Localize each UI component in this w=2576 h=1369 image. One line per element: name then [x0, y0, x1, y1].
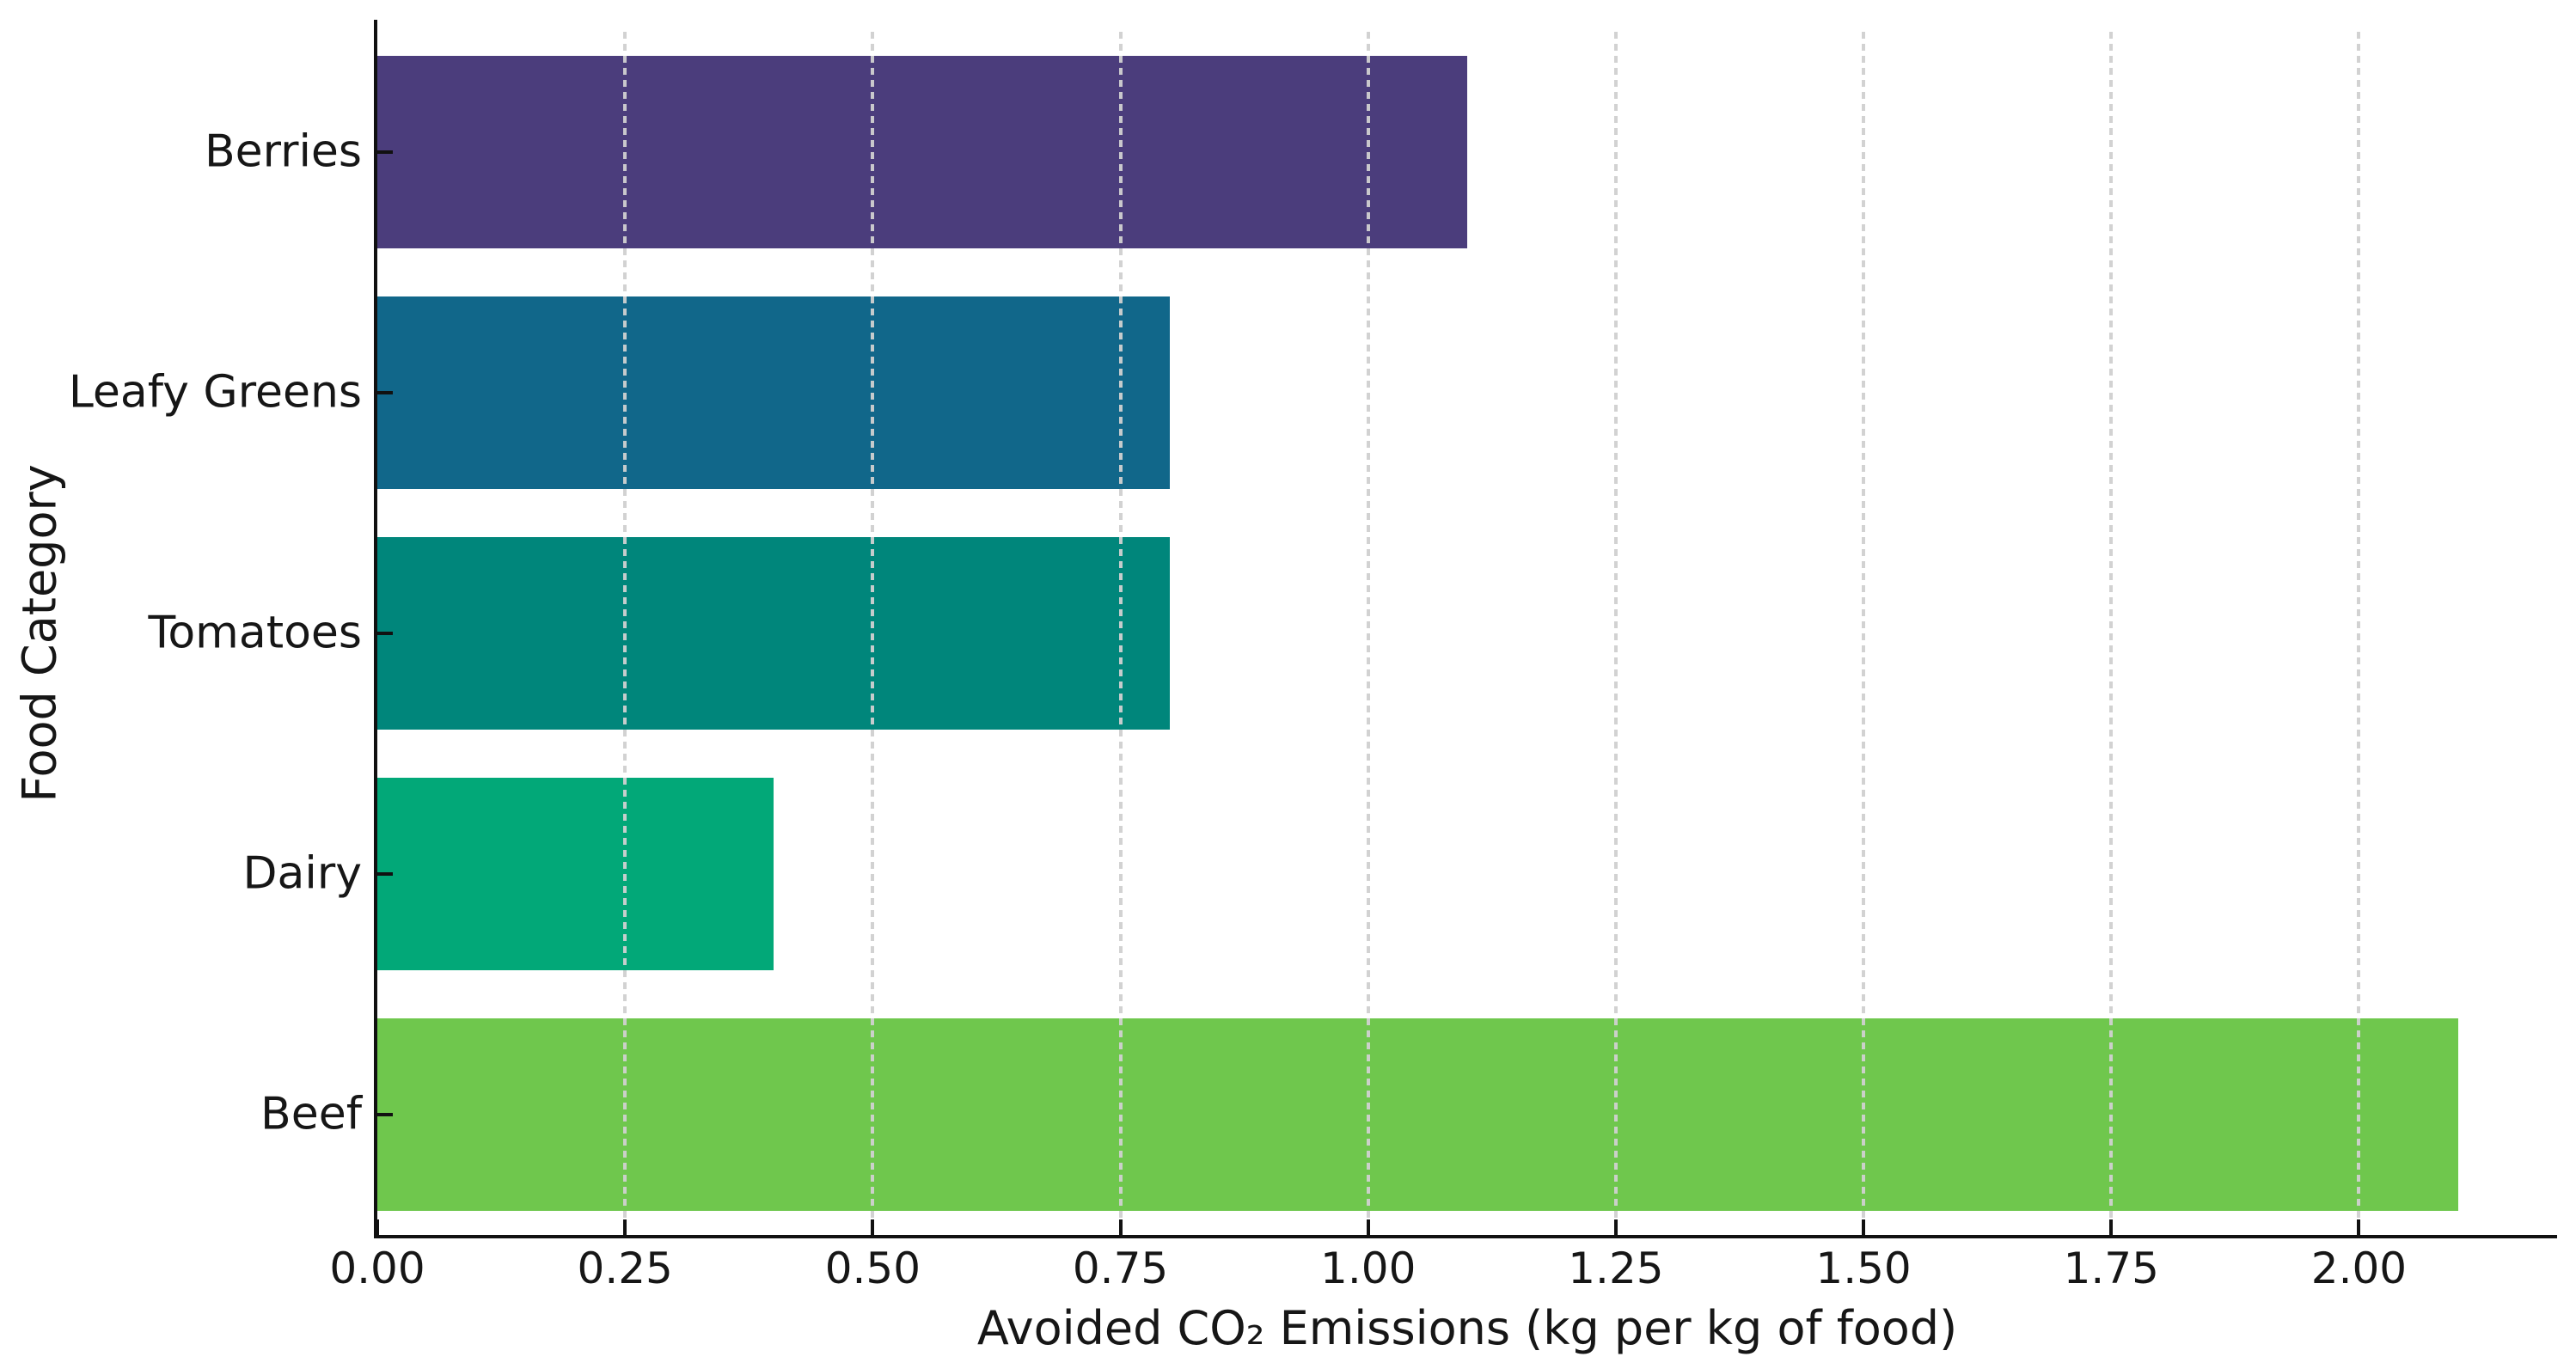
- bar-tomatoes: [377, 537, 1171, 730]
- y-tick: [377, 391, 393, 394]
- gridline: [2357, 32, 2361, 1235]
- y-axis-spine: [374, 20, 377, 1238]
- x-axis-label: Avoided CO₂ Emissions (kg per kg of food…: [976, 1301, 1958, 1355]
- gridline: [1366, 32, 1370, 1235]
- x-tick-label: 1.00: [1320, 1244, 1416, 1293]
- y-tick: [377, 872, 393, 876]
- x-tick: [1862, 1219, 1866, 1235]
- gridline: [1613, 32, 1618, 1235]
- x-axis-spine: [374, 1235, 2557, 1238]
- category-label-beef: Beef: [260, 1088, 362, 1140]
- category-label-tomatoes: Tomatoes: [148, 607, 362, 659]
- x-tick: [871, 1219, 875, 1235]
- x-tick-label: 0.25: [577, 1244, 673, 1293]
- y-tick: [377, 1113, 393, 1116]
- bar-beef: [377, 1018, 2458, 1211]
- x-tick: [1613, 1219, 1618, 1235]
- x-tick: [1118, 1219, 1123, 1235]
- x-tick: [1366, 1219, 1370, 1235]
- gridline: [1118, 32, 1123, 1235]
- x-tick-label: 0.00: [329, 1244, 425, 1293]
- x-tick-label: 1.50: [1815, 1244, 1912, 1293]
- gridline: [623, 32, 627, 1235]
- bar-berries: [377, 56, 1467, 248]
- x-tick-label: 1.75: [2063, 1244, 2159, 1293]
- x-tick-label: 0.75: [1072, 1244, 1169, 1293]
- x-tick-label: 1.25: [1568, 1244, 1664, 1293]
- x-tick: [2109, 1219, 2114, 1235]
- x-tick: [623, 1219, 627, 1235]
- x-tick: [2357, 1219, 2361, 1235]
- gridline: [871, 32, 875, 1235]
- gridline: [2109, 32, 2114, 1235]
- category-label-leafy-greens: Leafy Greens: [68, 366, 362, 419]
- category-label-dairy: Dairy: [242, 847, 362, 900]
- plot-area: [374, 20, 2557, 1238]
- x-tick-label: 0.50: [824, 1244, 921, 1293]
- y-tick: [377, 632, 393, 635]
- x-tick: [376, 1219, 379, 1235]
- category-label-berries: Berries: [204, 125, 362, 178]
- bar-leafy-greens: [377, 296, 1171, 489]
- bar-dairy: [377, 778, 774, 970]
- x-tick-label: 2.00: [2310, 1244, 2408, 1293]
- y-tick: [377, 150, 393, 154]
- gridline: [1862, 32, 1866, 1235]
